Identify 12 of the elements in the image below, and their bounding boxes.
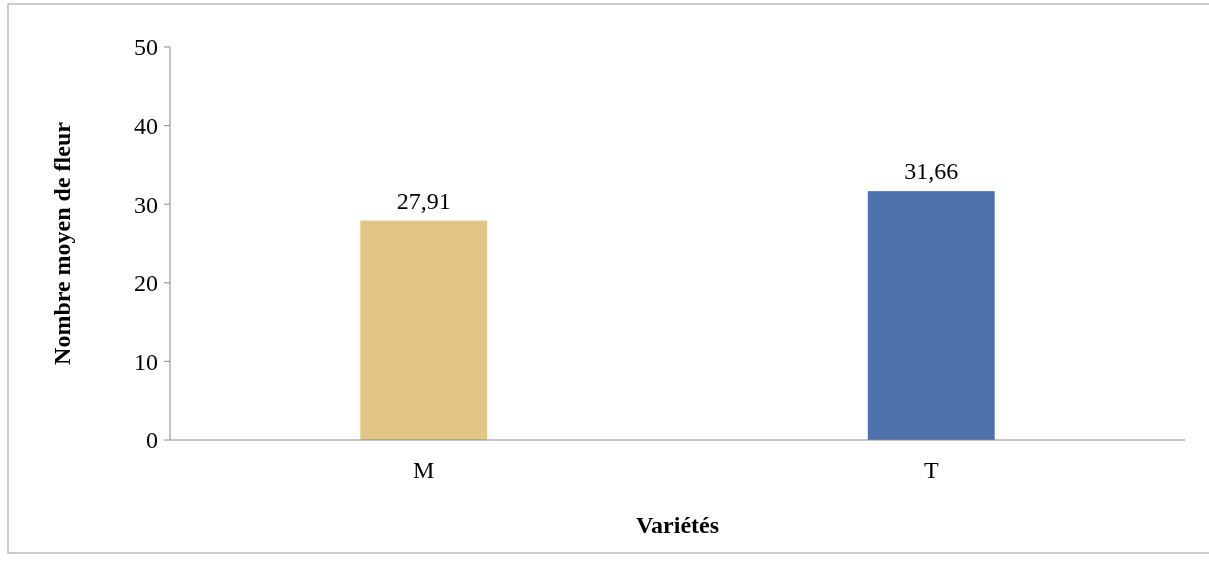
data-label: 27,91 <box>396 187 451 214</box>
y-tick-label: 40 <box>134 113 158 139</box>
y-tick-label: 20 <box>134 270 158 297</box>
y-tick-label: 30 <box>134 191 158 218</box>
y-tick-label: 50 <box>134 34 158 61</box>
x-tick-label: M <box>413 457 435 483</box>
x-axis-title: Variétés <box>635 512 720 538</box>
data-label: 31,66 <box>904 158 959 185</box>
y-tick-label: 0 <box>146 427 158 454</box>
y-tick-label: 10 <box>134 348 158 375</box>
y-axis-title: Nombre moyen de fleur <box>49 121 75 365</box>
x-tick-label: T <box>923 457 939 483</box>
